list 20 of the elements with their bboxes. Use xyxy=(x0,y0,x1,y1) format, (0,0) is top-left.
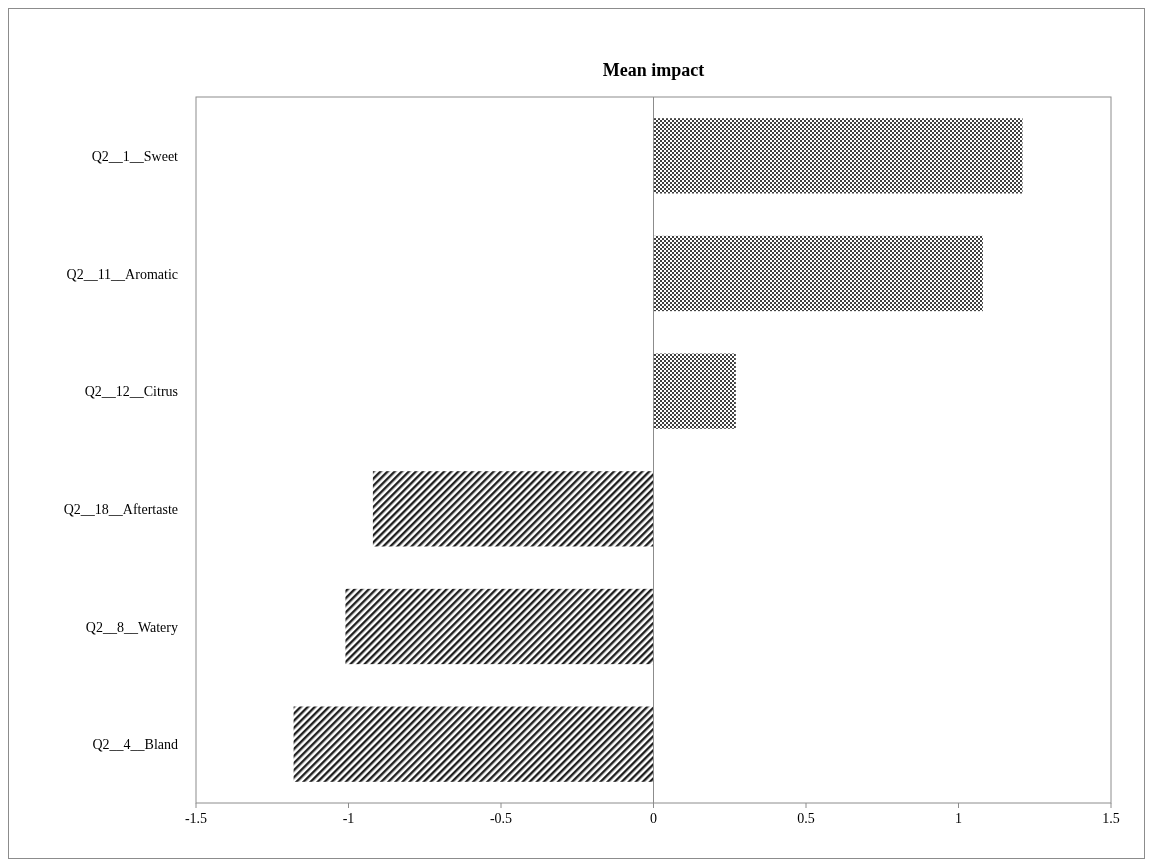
x-tick-label: -1 xyxy=(342,811,355,826)
bar xyxy=(653,118,1023,194)
x-tick-label: 1 xyxy=(955,811,962,826)
y-tick-label: Q2__1__Sweet xyxy=(91,148,179,164)
x-tick-label: 1.5 xyxy=(1102,811,1120,826)
x-tick-label: 0.5 xyxy=(797,811,815,826)
y-tick-label: Q2__18__Aftertaste xyxy=(63,501,178,517)
bar xyxy=(653,235,983,312)
y-tick-label: Q2__4__Bland xyxy=(92,737,178,753)
bar xyxy=(345,588,654,665)
y-tick-label: Q2__11__Aromatic xyxy=(66,266,178,282)
x-tick-label: -0.5 xyxy=(489,811,513,826)
bar xyxy=(653,353,736,429)
x-tick-label: 0 xyxy=(650,811,657,826)
bar xyxy=(293,706,654,782)
y-tick-label: Q2__12__Citrus xyxy=(84,384,178,400)
bar xyxy=(372,471,654,547)
x-tick-label: -1.5 xyxy=(184,811,208,826)
chart-title: Mean impact xyxy=(602,60,705,80)
y-tick-label: Q2__8__Watery xyxy=(85,619,178,635)
